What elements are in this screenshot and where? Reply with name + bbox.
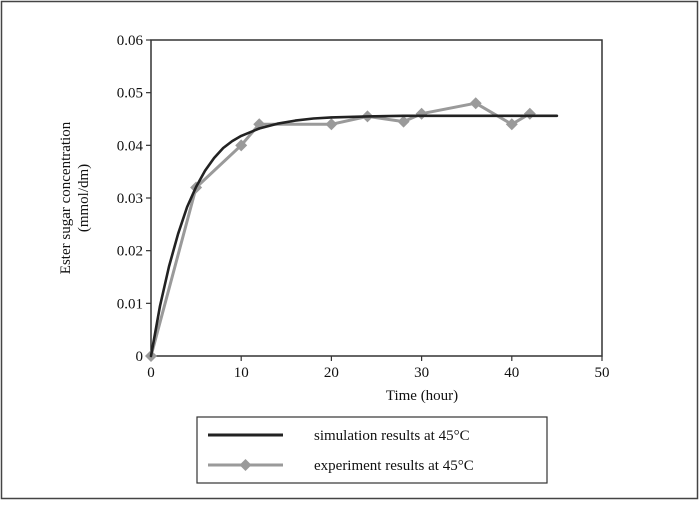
x-tick-label: 20 [324, 365, 339, 381]
legend-label-experiment: experiment results at 45°C [314, 458, 474, 474]
y-axis-label-line-1: Ester sugar concentration [58, 121, 74, 274]
y-tick-label: 0 [136, 349, 144, 365]
x-tick-label: 0 [147, 365, 155, 381]
experiment-point [505, 118, 518, 131]
y-tick-label: 0.03 [117, 191, 143, 207]
legend-label-simulation: simulation results at 45°C [314, 428, 470, 444]
y-axis-label: Ester sugar concentration (mmol/dm) [58, 121, 92, 274]
x-axis: 0 10 20 30 40 50 [147, 356, 610, 381]
simulation-line [149, 114, 559, 358]
series-layer [145, 97, 559, 362]
experiment-point [469, 97, 482, 110]
x-tick-label: 10 [234, 365, 249, 381]
x-tick-label: 40 [504, 365, 519, 381]
legend-marker-experiment [239, 459, 252, 471]
x-tick-label: 50 [595, 365, 610, 381]
y-axis-label-line-2: (mmol/dm) [76, 164, 92, 232]
y-tick-label: 0.06 [117, 33, 144, 49]
legend-box [196, 416, 548, 484]
y-tick-label: 0.02 [117, 244, 143, 260]
y-axis: 0 0.01 0.02 0.03 0.04 0.05 0.06 [117, 33, 151, 365]
experiment-point [235, 139, 248, 152]
x-axis-label: Time (hour) [386, 388, 458, 404]
experiment-point [397, 115, 410, 128]
y-tick-label: 0.04 [117, 138, 144, 154]
experiment-point [325, 118, 338, 131]
x-tick-label: 30 [414, 365, 429, 381]
y-tick-label: 0.05 [117, 86, 143, 102]
y-tick-label: 0.01 [117, 296, 143, 312]
legend: simulation results at 45°C experiment re… [196, 416, 548, 484]
plot-area [150, 39, 603, 357]
